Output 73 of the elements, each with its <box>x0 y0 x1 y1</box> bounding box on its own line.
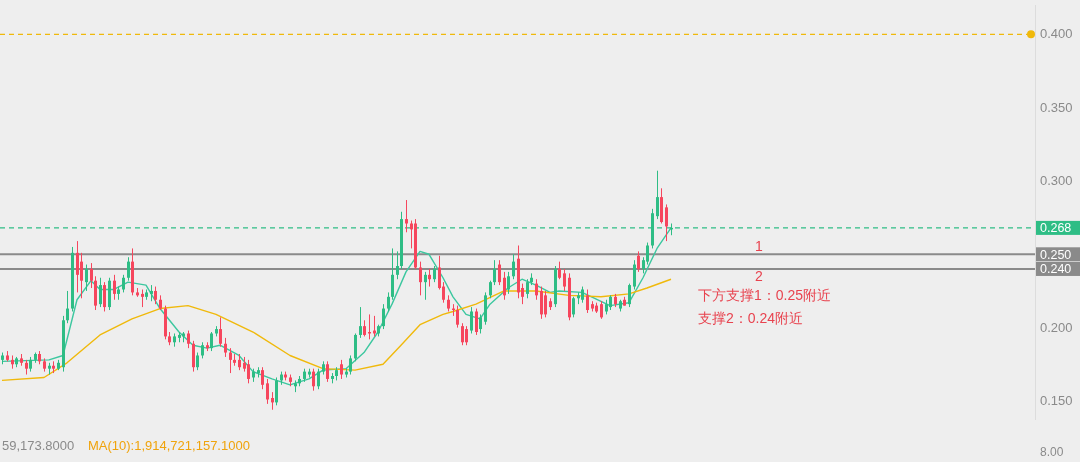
ref-line-label: 0.250 <box>1040 247 1072 262</box>
candlestick <box>275 376 278 406</box>
text: 8.00 <box>1040 445 1064 459</box>
candlestick <box>479 313 482 334</box>
annotation: 1 <box>755 238 763 255</box>
candlestick <box>586 288 589 314</box>
candlestick <box>507 271 510 295</box>
annotation: 下方支撑1：0.25附近 <box>698 287 832 303</box>
candlestick <box>461 322 464 346</box>
candlestick <box>563 268 566 292</box>
candlestick <box>192 340 195 373</box>
y-tick-label: 0.300 <box>1040 172 1073 188</box>
candlestick <box>424 271 427 301</box>
candlestick <box>127 256 130 282</box>
ref-line-label: 0.240 <box>1040 262 1072 277</box>
candlestick <box>665 203 668 242</box>
candlestick <box>633 259 636 290</box>
y-tick-label: 0.150 <box>1040 392 1073 408</box>
candlestick <box>229 347 232 374</box>
candlestick <box>349 354 352 376</box>
candlestick <box>475 308 478 336</box>
candlestick <box>219 316 222 348</box>
line-series <box>1 278 672 382</box>
candlestick <box>544 290 547 318</box>
candlestick <box>646 242 649 266</box>
candlestick <box>470 306 473 334</box>
ref-line-label: 0.268 <box>1040 221 1072 236</box>
candlestick <box>382 303 385 330</box>
candlestick <box>85 264 88 292</box>
candlestick <box>628 283 631 308</box>
candlestick <box>113 274 116 301</box>
text: 59,173.8000 <box>2 438 75 453</box>
candlestick <box>540 286 543 320</box>
candlestick <box>396 250 399 280</box>
y-tick-label: 0.350 <box>1040 99 1073 115</box>
candlestick <box>99 277 102 308</box>
candlestick <box>503 271 506 301</box>
candlestick <box>66 290 69 324</box>
candlestick <box>535 278 538 301</box>
candlestick <box>326 360 329 383</box>
candlestick <box>359 306 362 339</box>
candlestick <box>224 337 227 358</box>
candlestick <box>493 259 496 286</box>
candlestick <box>90 262 93 289</box>
candlestick <box>637 250 640 273</box>
candlestick <box>340 359 343 380</box>
annotation: 支撑2：0.24附近 <box>698 310 804 326</box>
candlestick <box>465 325 468 346</box>
candlestick <box>526 278 529 299</box>
candlestick <box>456 305 459 329</box>
candlestick <box>354 332 357 362</box>
candlestick <box>405 199 408 233</box>
candlestick <box>317 368 320 390</box>
candlestick <box>512 253 515 280</box>
line-series <box>1 227 672 386</box>
candlestick <box>80 252 83 299</box>
candlestick <box>247 359 250 384</box>
candlestick <box>103 281 106 312</box>
candlestick <box>391 247 394 301</box>
candlestick <box>419 261 422 296</box>
candlestick <box>266 378 269 405</box>
candlestick <box>387 291 390 312</box>
candlestick <box>76 240 79 293</box>
annotation: 2 <box>755 267 763 284</box>
candlestick <box>498 259 501 286</box>
y-tick-label: 0.200 <box>1040 319 1073 335</box>
candlestick <box>312 368 315 392</box>
y-tick-label: 0.400 <box>1040 26 1073 42</box>
candlestick <box>656 170 659 220</box>
candlestick <box>261 366 264 390</box>
text: MA(10):1,914,721,157.1000 <box>88 438 250 453</box>
candlestick <box>572 296 575 318</box>
candlestick <box>210 331 213 352</box>
